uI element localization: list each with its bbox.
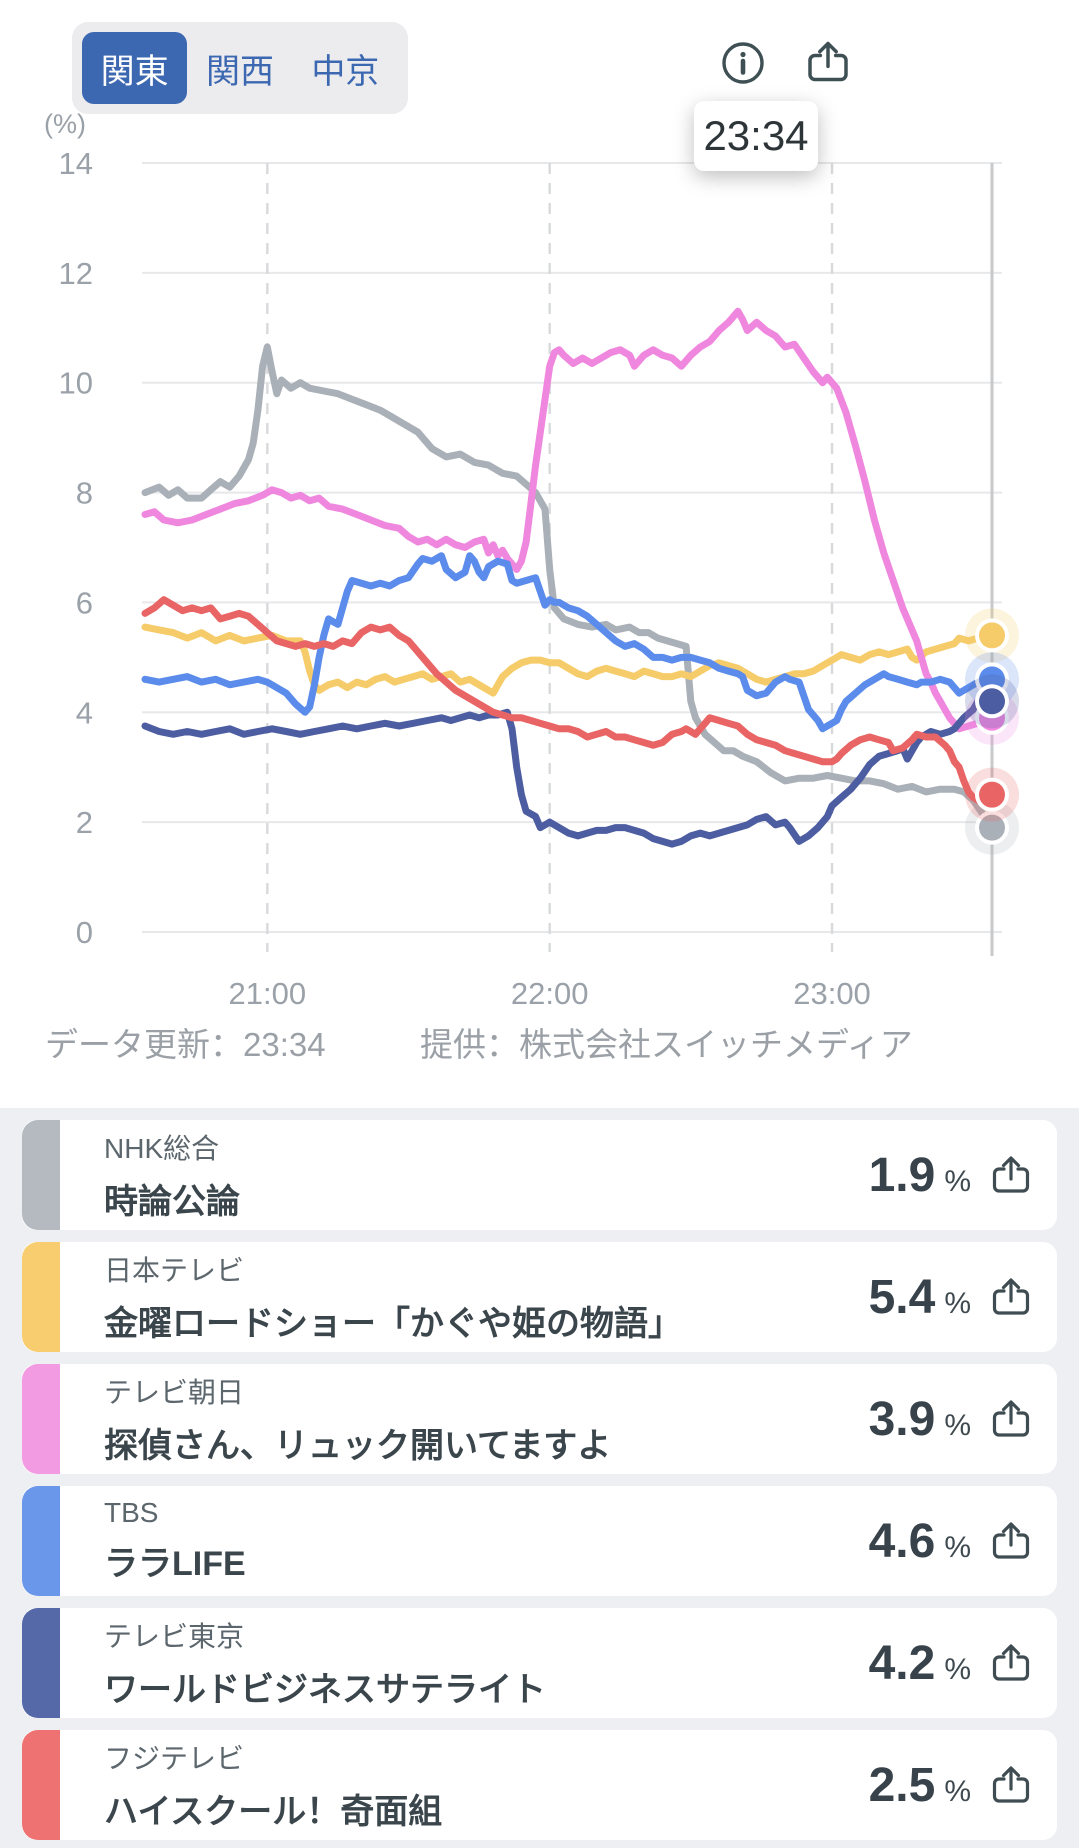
y-axis-unit-label: (%) xyxy=(44,109,86,139)
rating-value-wrap: 4.2 % xyxy=(869,1636,971,1691)
program-title: ララLIFE xyxy=(104,1545,246,1583)
channel-color-bar xyxy=(22,1486,60,1596)
program-title: 探偵さん、リュック開いてますよ xyxy=(104,1427,612,1465)
program-row: NHK総合 時論公論 1.9 % xyxy=(22,1120,1057,1230)
data-provider-label: 提供：株式会社スイッチメディア xyxy=(420,1026,913,1063)
channel-name: フジテレビ xyxy=(104,1743,245,1774)
channel-color-bar xyxy=(22,1608,60,1718)
rating-value-wrap: 5.4 % xyxy=(869,1270,971,1325)
share-icon[interactable] xyxy=(804,38,852,86)
channel-name: テレビ朝日 xyxy=(104,1377,245,1408)
series-line-フジテレビ xyxy=(141,596,996,804)
series-dot-NHK総合[interactable] xyxy=(979,814,1005,841)
channel-color-bar xyxy=(22,1364,60,1474)
rating-unit: % xyxy=(944,1530,971,1564)
rating-value: 2.5 xyxy=(868,1758,936,1812)
program-info: TBS ララLIFE xyxy=(60,1497,869,1585)
rating-value-wrap: 2.5 % xyxy=(869,1758,971,1813)
series-line-テレビ朝日 xyxy=(141,307,996,733)
channel-name: 日本テレビ xyxy=(104,1255,245,1286)
program-list: NHK総合 時論公論 1.9 % 日本テレビ 金曜ロードショー「かぐや姫の物語」 xyxy=(22,1120,1057,1848)
rating-value: 5.4 xyxy=(868,1270,936,1324)
rating-unit: % xyxy=(944,1164,971,1198)
channel-color-bar xyxy=(22,1242,60,1352)
tab-kansai[interactable]: 関西 xyxy=(205,52,274,91)
row-share-icon[interactable] xyxy=(989,1519,1033,1563)
x-tick-label: 22:00 xyxy=(511,976,589,1011)
rating-value: 1.9 xyxy=(868,1148,936,1202)
series-line-TBS xyxy=(141,552,996,733)
y-tick-label: 4 xyxy=(76,695,93,730)
row-share-icon[interactable] xyxy=(989,1153,1033,1197)
series-dot-フジテレビ[interactable] xyxy=(979,781,1005,808)
channel-color-bar xyxy=(22,1730,60,1840)
region-tabs: 関東 関西 中京 xyxy=(72,22,408,114)
channel-name: TBS xyxy=(104,1497,159,1528)
series-line-NHK総合 xyxy=(141,343,996,832)
row-share-icon[interactable] xyxy=(989,1641,1033,1685)
rating-value: 4.6 xyxy=(868,1514,936,1568)
channel-color-bar xyxy=(22,1120,60,1230)
y-tick-label: 0 xyxy=(76,915,93,950)
rating-value-wrap: 1.9 % xyxy=(869,1148,971,1203)
chart-panel: 関東 関西 中京 23:34 0 2 4 6 8 10 12 14 (%) 21:00 22:00 2… xyxy=(0,0,1079,1108)
program-row: フジテレビ ハイスクール！奇面組 2.5 % xyxy=(22,1730,1057,1840)
data-updated-label: データ更新：23:34 xyxy=(45,1026,326,1063)
info-icon[interactable] xyxy=(720,40,766,86)
y-tick-label: 2 xyxy=(76,805,93,840)
program-title: 金曜ロードショー「かぐや姫の物語」 xyxy=(104,1305,682,1343)
program-row: TBS ララLIFE 4.6 % xyxy=(22,1486,1057,1596)
program-info: NHK総合 時論公論 xyxy=(60,1127,869,1223)
program-info: フジテレビ ハイスクール！奇面組 xyxy=(60,1737,869,1833)
program-info: 日本テレビ 金曜ロードショー「かぐや姫の物語」 xyxy=(60,1249,869,1345)
program-info: テレビ朝日 探偵さん、リュック開いてますよ xyxy=(60,1371,869,1467)
program-row: 日本テレビ 金曜ロードショー「かぐや姫の物語」 5.4 % xyxy=(22,1242,1057,1352)
y-tick-label: 12 xyxy=(59,256,93,291)
program-title: ハイスクール！奇面組 xyxy=(104,1793,443,1831)
channel-name: テレビ東京 xyxy=(104,1621,245,1652)
time-cursor-tooltip: 23:34 xyxy=(694,101,818,171)
program-row: テレビ東京 ワールドビジネスサテライト 4.2 % xyxy=(22,1608,1057,1718)
rating-unit: % xyxy=(944,1652,971,1686)
x-tick-label: 23:00 xyxy=(793,976,871,1011)
tab-chukyo[interactable]: 中京 xyxy=(311,52,380,91)
rating-value-wrap: 3.9 % xyxy=(869,1392,971,1447)
rating-unit: % xyxy=(944,1774,971,1808)
y-tick-label: 8 xyxy=(76,476,93,511)
program-info: テレビ東京 ワールドビジネスサテライト xyxy=(60,1615,869,1711)
series-line-テレビ東京 xyxy=(141,697,996,848)
y-tick-label: 14 xyxy=(59,146,93,181)
program-title: 時論公論 xyxy=(104,1183,240,1221)
rating-value: 4.2 xyxy=(868,1636,936,1690)
series-dot-日本テレビ[interactable] xyxy=(979,622,1005,649)
y-tick-label: 10 xyxy=(59,366,93,401)
channel-name: NHK総合 xyxy=(104,1133,220,1164)
rating-value: 3.9 xyxy=(868,1392,936,1446)
y-tick-label: 6 xyxy=(76,585,93,620)
rating-value-wrap: 4.6 % xyxy=(869,1514,971,1569)
rating-unit: % xyxy=(944,1286,971,1320)
x-tick-label: 21:00 xyxy=(229,976,307,1011)
ratings-line-chart[interactable]: 0 2 4 6 8 10 12 14 (%) 21:00 22:00 23:00 xyxy=(0,0,1079,1108)
row-share-icon[interactable] xyxy=(989,1275,1033,1319)
series-line-日本テレビ xyxy=(141,623,996,697)
row-share-icon[interactable] xyxy=(989,1763,1033,1807)
rating-unit: % xyxy=(944,1408,971,1442)
row-share-icon[interactable] xyxy=(989,1397,1033,1441)
program-row: テレビ朝日 探偵さん、リュック開いてますよ 3.9 % xyxy=(22,1364,1057,1474)
series-dot-テレビ東京[interactable] xyxy=(979,688,1005,715)
program-title: ワールドビジネスサテライト xyxy=(104,1671,546,1709)
tab-kanto[interactable]: 関東 xyxy=(82,32,188,104)
